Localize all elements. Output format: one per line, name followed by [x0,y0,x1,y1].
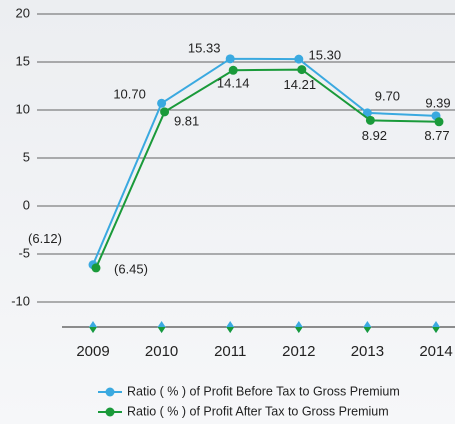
data-label: 14.14 [217,76,250,91]
data-label: 9.81 [174,113,199,128]
data-point [160,107,170,117]
data-point [228,65,238,75]
data-label: 9.39 [425,95,450,110]
legend-marker [105,387,115,397]
legend-label: Ratio ( % ) of Profit Before Tax to Gros… [127,384,400,398]
y-tick-label: 0 [23,197,30,212]
x-tick-label: 2009 [76,343,109,360]
x-tick-marker [89,327,97,333]
y-tick-label: -10 [11,293,30,308]
data-label: 9.70 [375,88,400,103]
x-tick-label: 2012 [282,343,315,360]
data-point [365,115,375,125]
x-tick-marker [226,327,235,333]
data-label: 15.33 [188,40,221,55]
data-point [434,117,444,127]
data-point [297,65,307,75]
data-label: 10.70 [113,87,146,102]
legend-label: Ratio ( % ) of Profit After Tax to Gross… [127,404,389,418]
data-label: (6.45) [114,261,148,276]
data-label: 8.77 [424,128,449,143]
data-point [91,263,101,273]
y-tick-label: 20 [16,5,30,20]
data-point [157,98,167,108]
data-point [362,108,372,118]
x-tick-label: 2014 [419,343,452,360]
data-point [294,54,304,64]
data-label: 14.21 [284,77,317,92]
x-tick-marker [294,327,303,333]
x-tick-label: 2010 [145,343,178,360]
x-tick-label: 2013 [351,343,384,360]
series-line [95,68,440,269]
data-label: 15.30 [309,48,342,63]
y-tick-label: 5 [23,149,30,164]
x-tick-marker [432,327,440,333]
x-tick-label: 2011 [214,343,246,360]
x-tick-marker [363,327,372,333]
series-line [92,57,437,266]
data-point [225,54,235,64]
y-tick-label: 15 [16,53,30,68]
data-label: 8.92 [362,128,387,143]
y-tick-label: 10 [16,101,30,116]
legend-marker [105,407,115,417]
y-tick-label: -5 [18,245,30,260]
x-tick-marker [157,327,166,333]
data-label: (6.12) [28,231,62,246]
